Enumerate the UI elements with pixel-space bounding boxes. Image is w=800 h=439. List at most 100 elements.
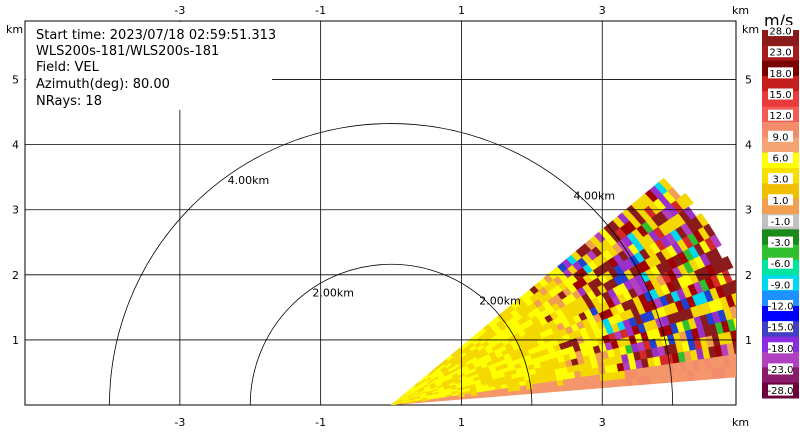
sector-cell	[743, 364, 751, 376]
sector-cell	[551, 385, 559, 393]
colorbar-tick-label: -23.0	[768, 365, 794, 376]
colorbar-tick-bg	[768, 25, 793, 37]
sector-cell	[556, 379, 565, 387]
colorbar-tick-label: -3.0	[771, 238, 791, 249]
colorbar-tick-bg	[768, 278, 793, 290]
colorbar-tick-bg	[768, 88, 793, 100]
y-tick-left: 1	[12, 334, 19, 347]
instrument-text: WLS200s-181/WLS200s-181	[36, 44, 219, 59]
colorbar-tick-label: -9.0	[771, 280, 791, 291]
colorbar-tick-label: -15.0	[768, 323, 794, 334]
nrays-text: NRays: 18	[36, 94, 102, 109]
sector-cell	[730, 365, 736, 378]
x-tick-bottom: 1	[458, 416, 465, 429]
colorbar-tick-label: 3.0	[773, 175, 789, 186]
y-tick-left: 2	[12, 269, 19, 282]
colorbar-tick-bg	[768, 257, 793, 269]
sector-cell	[729, 329, 736, 343]
colorbar-segment	[762, 76, 799, 92]
sector-cell	[747, 351, 755, 364]
sector-cell	[557, 385, 565, 392]
colorbar-segment	[762, 244, 799, 261]
sector-cell	[732, 341, 736, 355]
sector-cell	[637, 375, 646, 386]
range-ring-label: 4.00km	[573, 190, 615, 203]
sector-cell	[581, 375, 589, 384]
colorbar-tick-label: -12.0	[768, 302, 794, 313]
sector-cell	[569, 383, 578, 391]
colorbar-tick-bg	[768, 194, 793, 206]
range-ring	[109, 123, 674, 406]
range-ring-label: 2.00km	[312, 287, 354, 300]
y-unit-left: km	[6, 23, 23, 36]
x-tick-bottom: 3	[599, 416, 606, 429]
sector-cell	[732, 279, 736, 291]
x-unit-bottom: km	[732, 416, 749, 429]
sector-cell	[532, 387, 540, 394]
sector-cell	[731, 292, 736, 306]
sector-cell	[721, 255, 734, 270]
sector-cell	[643, 375, 652, 385]
y-tick-left: 3	[12, 204, 19, 217]
colorbar-tick-bg	[768, 384, 793, 396]
sector-cell	[735, 305, 736, 309]
sector-cell	[588, 381, 596, 390]
sector-cell	[658, 177, 673, 192]
sector-cell	[734, 353, 736, 363]
sector-cell	[594, 380, 602, 389]
colorbar-tick-label: 15.0	[769, 90, 791, 101]
range-rings: 2.00km 2.00km 4.00km 4.00km	[109, 123, 674, 406]
sector-cell	[739, 316, 748, 329]
y-unit-right: km	[742, 23, 759, 36]
azimuth-text: Azimuth(deg): 80.00	[36, 77, 170, 92]
x-tick-top: 3	[599, 4, 606, 17]
y-tick-left: 5	[12, 74, 19, 87]
sector-cell	[732, 317, 736, 331]
field-text: Field: VEL	[36, 60, 100, 75]
sector-cell	[545, 386, 553, 393]
start-time-text: Start time: 2023/07/18 02:59:51.313	[36, 28, 276, 43]
info-panel-bg	[26, 22, 272, 110]
sector-cell	[575, 376, 583, 385]
info-panel: Start time: 2023/07/18 02:59:51.313 WLS2…	[26, 22, 276, 110]
colorbar-tick-bg	[768, 46, 793, 58]
y-tick-right: 3	[745, 204, 752, 217]
x-tick-top: 1	[458, 4, 465, 17]
sector-cell	[582, 382, 590, 390]
x-tick-bottom: -1	[315, 416, 326, 429]
sector-cell	[613, 378, 621, 388]
colorbar-tick-bg	[768, 109, 793, 121]
colorbar-tick-bg	[768, 130, 793, 142]
sector-cell	[741, 352, 749, 365]
range-ring-label: 2.00km	[479, 294, 521, 307]
sector-cell	[575, 382, 584, 391]
colorbar-ticks: 28.0 23.0 18.0 15.0 12.0 9.0 6.0 3.0 1.0 -1.0 -3.0…	[768, 25, 794, 397]
colorbar-tick-label: -6.0	[771, 259, 791, 270]
colorbar-tick-label: 6.0	[773, 153, 789, 164]
sector-cell	[656, 373, 664, 384]
colorbar-tick-bg	[768, 215, 793, 227]
colorbar-tick-label: -1.0	[771, 217, 791, 228]
colorbar-tick-label: 23.0	[769, 48, 791, 59]
sector-cell	[631, 376, 640, 386]
x-unit-top: km	[732, 4, 749, 17]
colorbar-tick-label: 28.0	[769, 27, 791, 38]
colorbar-tick-label: 18.0	[769, 69, 791, 80]
x-tick-top: -3	[174, 4, 185, 17]
colorbar-tick-bg	[768, 236, 793, 248]
colorbar-tick-bg	[768, 363, 793, 375]
colorbar-tick-label: 12.0	[769, 111, 791, 122]
range-ring	[249, 263, 533, 406]
sector-cell	[695, 212, 709, 227]
y-tick-right: 4	[745, 139, 752, 152]
y-tick-left: 4	[12, 139, 19, 152]
colorbar-tick-bg	[768, 342, 793, 354]
sector-cell	[568, 377, 577, 385]
colorbar-tick-label: -18.0	[768, 344, 794, 355]
colorbar-tick-bg	[768, 151, 793, 163]
y-tick-right: 5	[745, 74, 752, 87]
y-tick-right: 2	[745, 269, 752, 282]
sector-cell	[751, 338, 759, 351]
sector-cell	[749, 363, 757, 376]
sector-cell	[587, 374, 595, 383]
